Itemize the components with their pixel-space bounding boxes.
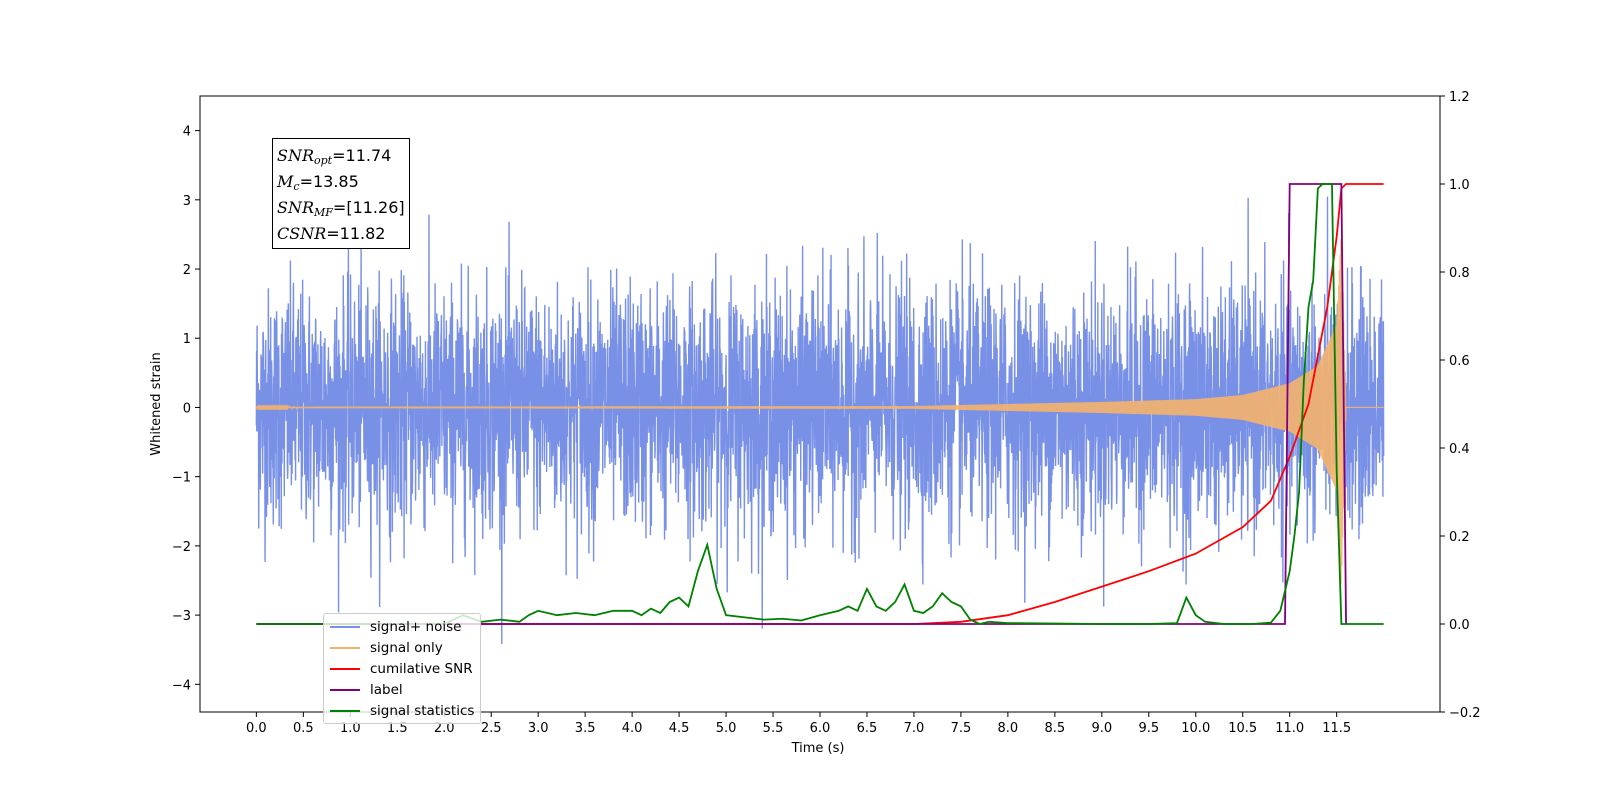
x-tick-label: 5.0 [716,721,737,736]
x-tick-label: 7.5 [951,721,972,736]
x-tick-label: 2.0 [434,721,455,736]
y-right-tick-label: 1.2 [1449,90,1470,105]
x-axis-label: Time (s) [791,741,845,756]
legend-swatch [330,709,360,712]
x-tick-label: 10.5 [1228,721,1257,736]
plot-area [255,183,1385,645]
y-right-tick-label: −0.2 [1449,706,1481,721]
x-tick-label: 7.0 [904,721,925,736]
series-signal-statistics [256,183,1384,625]
x-tick-label: 11.0 [1275,721,1304,736]
y-axis-left: 4 3 2 1 0 −1 −2 −3 −4 [172,125,200,693]
series-signal-only [255,234,1384,584]
snr-mf-value: =[11.26] [332,198,405,217]
legend-label: signal statistics [370,702,475,719]
x-tick-label: 3.0 [528,721,549,736]
x-tick-label: 11.5 [1322,721,1351,736]
legend-entry-signal-only: signal only [324,637,480,658]
y-left-tick-label: −2 [172,540,191,555]
x-tick-label: 8.5 [1045,721,1066,736]
legend-label: signal only [370,639,443,656]
snr-opt-line: SNRopt=11.74 [277,146,392,167]
x-tick-label: 9.5 [1138,721,1159,736]
legend-swatch [330,646,360,649]
snr-opt-value: =11.74 [332,146,392,165]
y-axis-label: Whitened strain [149,352,164,455]
y-left-tick-label: 2 [183,263,191,278]
legend-label: signal+ noise [370,618,462,635]
x-tick-label: 0.0 [246,721,267,736]
x-tick-label: 6.0 [810,721,831,736]
x-tick-label: 10.0 [1181,721,1210,736]
legend-label: cumilative SNR [370,660,473,677]
x-tick-label: 0.5 [293,721,314,736]
x-tick-label: 3.5 [575,721,596,736]
x-tick-label: 1.0 [340,721,361,736]
x-axis: 0.0 0.5 1.0 1.5 2.0 2.5 3.0 3.5 4.0 4.5 5.0 5.5 6.0 6… [246,712,1351,736]
series-label [256,183,1347,625]
x-tick-label: 5.5 [763,721,784,736]
y-left-tick-label: −1 [172,471,191,486]
legend-entry-label: label [324,679,480,700]
csnr-line: CSNR=11.82 [277,224,386,243]
x-tick-label: 9.0 [1091,721,1112,736]
csnr-value: =11.82 [326,224,386,243]
series-signal-noise [255,196,1385,645]
y-right-tick-label: 1.0 [1449,178,1470,193]
y-left-tick-label: 3 [183,194,191,209]
legend-entry-cumulative-snr: cumilative SNR [324,658,480,679]
mc-line: Mc=13.85 [277,172,359,193]
snr-mf-line: SNRMF=[11.26] [277,198,405,219]
y-right-tick-label: 0.6 [1449,354,1470,369]
legend: signal+ noise signal only cumilative SNR… [323,613,481,724]
y-right-tick-label: 0.4 [1449,442,1470,457]
legend-swatch [330,625,360,628]
mc-value: =13.85 [299,172,359,191]
x-tick-label: 2.5 [481,721,502,736]
y-axis-right: 1.2 1.0 0.8 0.6 0.4 0.2 0.0 −0.2 [1440,90,1481,721]
legend-entry-signal-statistics: signal statistics [324,700,480,721]
y-left-tick-label: −3 [172,609,191,624]
y-left-tick-label: 4 [183,125,191,140]
y-left-tick-label: 1 [183,332,191,347]
legend-label: label [370,681,403,698]
y-right-tick-label: 0.2 [1449,530,1470,545]
legend-swatch [330,688,360,691]
x-tick-label: 6.5 [857,721,878,736]
stats-annotation-box: SNRopt=11.74 Mc=13.85 SNRMF=[11.26] CSNR… [272,138,410,249]
x-tick-label: 8.0 [998,721,1019,736]
y-left-tick-label: 0 [183,401,191,416]
x-tick-label: 1.5 [387,721,408,736]
series-cumulative-snr [256,183,1384,625]
x-tick-label: 4.5 [669,721,690,736]
y-right-tick-label: 0.8 [1449,266,1470,281]
legend-entry-signal-noise: signal+ noise [324,616,480,637]
legend-swatch [330,667,360,670]
x-tick-label: 4.0 [622,721,643,736]
y-left-tick-label: −4 [172,678,191,693]
y-right-tick-label: 0.0 [1449,618,1470,633]
